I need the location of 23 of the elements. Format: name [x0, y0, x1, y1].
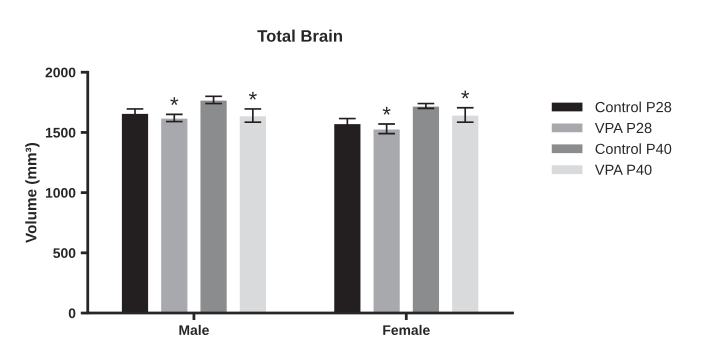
- bar: [160, 117, 189, 314]
- y-tick-label: 1500: [46, 128, 76, 138]
- annotation: *: [382, 106, 391, 115]
- bar: [411, 105, 440, 314]
- y-tick-label: 500: [53, 248, 76, 258]
- bar: [372, 128, 402, 314]
- x-tick-label: Female: [383, 324, 430, 336]
- y-axis-title: Volume (mm³): [25, 143, 40, 243]
- legend-label: Control P40: [596, 143, 672, 154]
- annotation: *: [248, 92, 257, 100]
- y-tick-label: 2000: [46, 68, 76, 78]
- annotation: *: [170, 97, 178, 106]
- y-tick-label: 1000: [46, 188, 76, 198]
- chart-title: Total Brain: [257, 30, 342, 42]
- annotation: *: [461, 90, 470, 98]
- bar: [238, 114, 268, 314]
- legend-label: VPA P40: [594, 164, 652, 175]
- bar: [450, 114, 480, 314]
- bar: [199, 99, 228, 314]
- legend-label: Control P28: [596, 102, 672, 112]
- legend-label: VPA P28: [594, 122, 652, 134]
- x-tick-label: Male: [179, 324, 209, 336]
- y-tick-label: 0: [68, 308, 76, 318]
